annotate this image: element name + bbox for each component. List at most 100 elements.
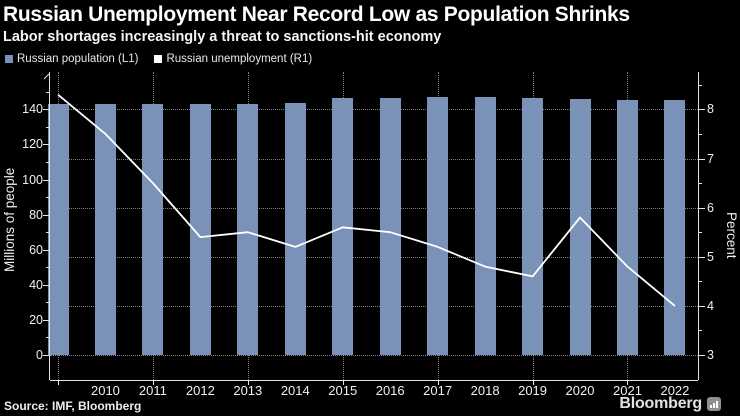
- right-axis-tick-label: 6: [707, 200, 714, 215]
- right-axis-minor-tick: [698, 232, 702, 234]
- right-axis-minor-tick: [698, 84, 702, 86]
- x-axis-label-2012: 2012: [185, 383, 215, 398]
- right-axis-minor-tick: [698, 133, 702, 135]
- x-axis-label-2020: 2020: [565, 383, 595, 398]
- bloomberg-brand: Bloomberg: [619, 395, 721, 413]
- x-axis-label-2013: 2013: [233, 383, 263, 398]
- right-axis-tick-label: 7: [707, 151, 714, 166]
- right-axis-tick-label: 4: [707, 298, 714, 313]
- left-axis-tick: [43, 284, 50, 286]
- left-axis-tick-label: 80: [29, 207, 43, 222]
- right-axis-tick: [698, 355, 705, 356]
- left-axis-tick-label: 140: [22, 102, 43, 117]
- right-axis-tick: [698, 109, 705, 111]
- bottom-axis-tick: [58, 380, 59, 385]
- left-axis-minor-tick: [46, 126, 50, 128]
- right-axis-minor-tick: [698, 281, 702, 283]
- population-bar-2018: [474, 97, 496, 355]
- right-axis-minor-tick: [698, 330, 702, 332]
- bloomberg-wordmark: Bloomberg: [619, 395, 702, 412]
- right-axis-minor-tick: [698, 183, 702, 185]
- h-gridline: [50, 305, 698, 307]
- x-axis-label-2014: 2014: [280, 383, 310, 398]
- h-gridline: [50, 207, 698, 209]
- population-bar-2011: [142, 104, 164, 355]
- left-axis-tick-label: 60: [29, 242, 43, 257]
- x-axis-label-2022: 2022: [660, 383, 690, 398]
- bottom-axis-tick: [152, 380, 154, 385]
- h-gridline: [50, 109, 698, 111]
- left-axis-tick: [43, 319, 50, 321]
- h-gridline: [50, 256, 698, 258]
- right-axis-title: Percent: [724, 211, 739, 259]
- left-axis-minor-tick: [46, 267, 50, 269]
- left-axis-tick-label: 40: [29, 277, 43, 292]
- population-legend-marker-icon: [5, 55, 13, 63]
- page-title: Russian Unemployment Near Record Low as …: [3, 3, 630, 26]
- left-axis-tick: [43, 109, 50, 111]
- left-axis-tick: [43, 214, 50, 216]
- right-axis-line: [698, 72, 699, 380]
- bar-chart-icon: [707, 397, 721, 411]
- population-bar-2017: [427, 97, 449, 355]
- population-bar-2019: [522, 97, 544, 355]
- bottom-axis-tick: [627, 380, 629, 385]
- left-axis-minor-tick: [46, 197, 50, 199]
- x-axis-label-2017: 2017: [423, 383, 453, 398]
- x-axis-label-2019: 2019: [518, 383, 548, 398]
- population-bar-2012: [189, 104, 211, 355]
- h-gridline: [50, 355, 698, 356]
- left-axis-minor-tick: [46, 302, 50, 304]
- population-bar-2022: [664, 99, 686, 355]
- left-axis-minor-tick: [46, 162, 50, 164]
- right-axis-tick-label: 5: [707, 249, 714, 264]
- population-bar-2014: [284, 102, 306, 355]
- legend-label-population: Russian population (L1): [17, 53, 139, 65]
- page-subtitle: Labor shortages increasingly a threat to…: [3, 29, 442, 45]
- right-axis-tick-label: 3: [707, 348, 714, 362]
- population-bar-2016: [379, 97, 401, 355]
- left-axis-minor-tick: [46, 337, 50, 339]
- bottom-axis-tick: [437, 380, 439, 385]
- h-gridline: [50, 158, 698, 160]
- population-bar-2010: [94, 104, 116, 355]
- left-axis-minor-tick: [46, 91, 50, 93]
- right-axis-tick: [698, 305, 705, 307]
- left-axis-tick: [43, 355, 50, 356]
- right-axis-tick: [698, 158, 705, 160]
- left-axis-tick-label: 0: [36, 348, 43, 362]
- right-axis-tick-label: 8: [707, 102, 714, 117]
- population-bar-2009: [47, 104, 69, 355]
- left-axis-tick-label: 100: [22, 172, 43, 187]
- bottom-axis-line: [50, 380, 698, 381]
- left-axis-tick-label: 20: [29, 312, 43, 327]
- x-axis-label-2010: 2010: [90, 383, 120, 398]
- left-axis-line: [49, 72, 50, 380]
- left-axis-tick: [43, 179, 50, 181]
- legend-item-population: Russian population (L1): [5, 53, 138, 65]
- left-axis-tick: [43, 249, 50, 251]
- bottom-axis-tick: [532, 380, 534, 385]
- unemployment-legend-marker-icon: [154, 55, 163, 63]
- left-axis-tick: [43, 144, 50, 146]
- x-axis-label-2016: 2016: [375, 383, 405, 398]
- x-axis-label-2011: 2011: [138, 383, 167, 398]
- right-axis-tick: [698, 256, 705, 258]
- legend-label-unemployment: Russian unemployment (R1): [166, 53, 313, 65]
- source-note: Source: IMF, Bloomberg: [4, 399, 142, 413]
- population-bar-2020: [569, 98, 591, 355]
- unemployment-line: [57, 94, 676, 307]
- x-axis-label-2015: 2015: [328, 383, 358, 398]
- left-axis-tick-label: 120: [22, 137, 43, 152]
- plot-area: [43, 72, 705, 385]
- right-axis-tick: [698, 207, 705, 209]
- left-axis-minor-tick: [46, 232, 50, 234]
- legend-item-unemployment: Russian unemployment (R1): [154, 53, 312, 65]
- population-bar-2013: [237, 103, 259, 355]
- population-bar-2021: [616, 99, 638, 355]
- x-axis-label-2018: 2018: [470, 383, 500, 398]
- legend: Russian population (L1) Russian unemploy…: [5, 53, 312, 65]
- bottom-axis-tick: [247, 380, 249, 385]
- x-axis-label-2021: 2021: [613, 383, 642, 398]
